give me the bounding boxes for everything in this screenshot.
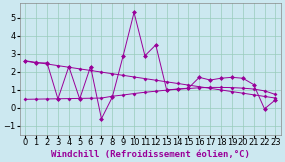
X-axis label: Windchill (Refroidissement éolien,°C): Windchill (Refroidissement éolien,°C) — [51, 150, 250, 159]
